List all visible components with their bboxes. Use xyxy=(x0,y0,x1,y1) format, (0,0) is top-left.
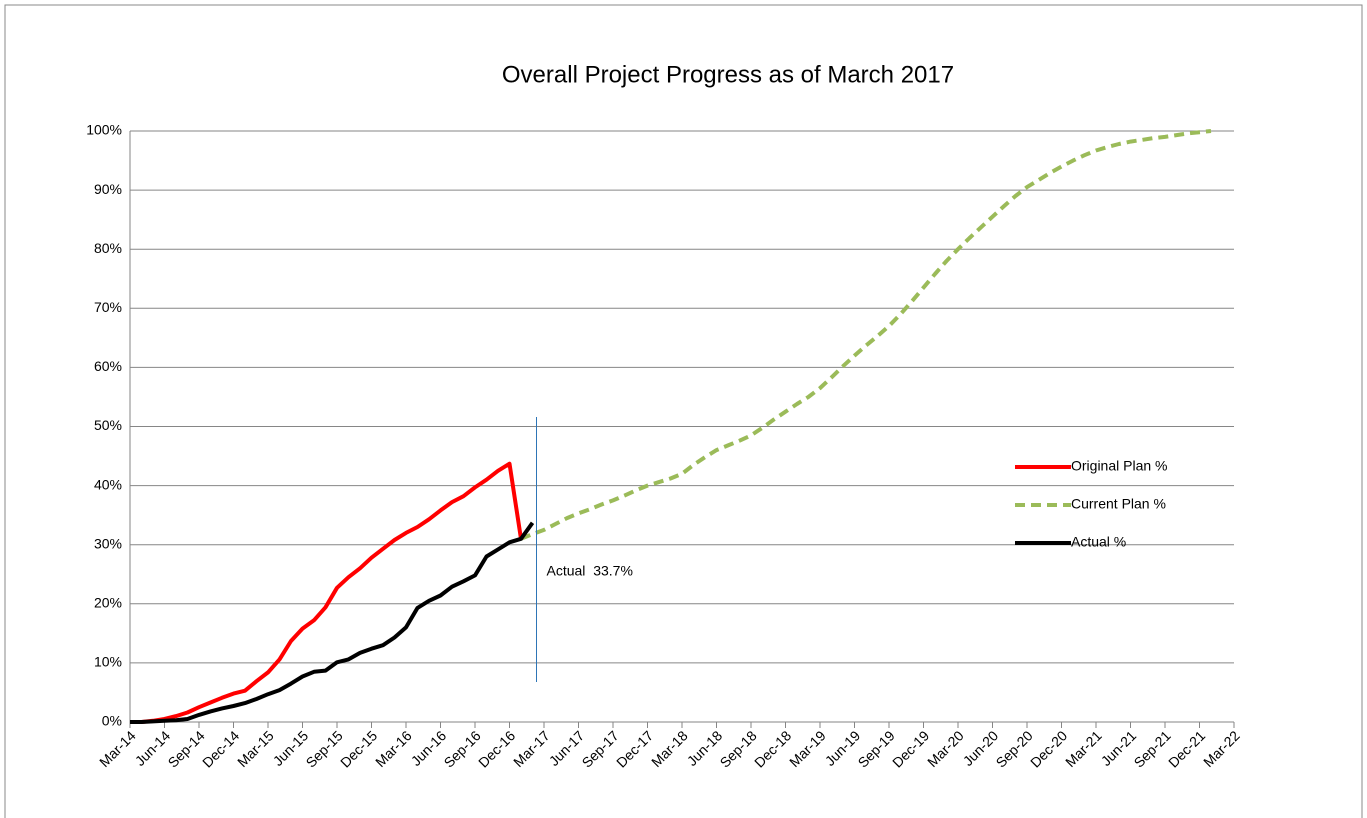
y-tick-label: 40% xyxy=(94,476,122,492)
chart-frame xyxy=(4,4,1363,818)
legend-label: Current Plan % xyxy=(1071,496,1166,512)
series-line xyxy=(130,521,535,724)
series-line xyxy=(130,461,523,724)
y-tick-label: 100% xyxy=(86,122,122,138)
y-tick-label: 70% xyxy=(94,299,122,315)
y-tick-label: 60% xyxy=(94,358,122,374)
chart-title: Overall Project Progress as of March 201… xyxy=(502,61,954,88)
y-tick-label: 50% xyxy=(94,417,122,433)
annotation: Actual 33.7% xyxy=(547,563,633,579)
legend-label: Original Plan % xyxy=(1071,458,1168,474)
legend-label: Actual % xyxy=(1071,534,1126,550)
y-tick-label: 10% xyxy=(94,654,122,670)
y-tick-label: 80% xyxy=(94,240,122,256)
y-tick-label: 0% xyxy=(102,713,122,729)
y-tick-label: 20% xyxy=(94,595,122,611)
series-line xyxy=(520,129,1212,541)
y-tick-label: 30% xyxy=(94,535,122,551)
y-tick-label: 90% xyxy=(94,181,122,197)
